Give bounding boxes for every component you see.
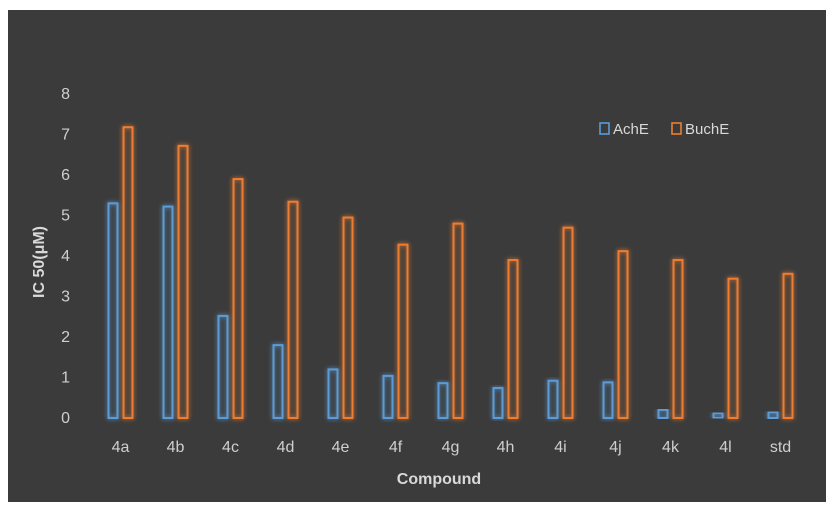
bar-ache-std <box>767 411 779 419</box>
bar-ache-4f <box>382 374 394 420</box>
bar-buche-4l <box>727 277 739 419</box>
y-tick-label: 6 <box>61 167 70 184</box>
bar-ache-4e <box>327 368 339 419</box>
x-axis-ticks: 4a 4b 4c 4d 4e 4f 4g 4h 4i 4j 4k 4l std <box>112 439 792 456</box>
bar-ache-4c <box>217 314 229 419</box>
x-tick-label: 4c <box>222 439 239 456</box>
bar-buche-4c <box>232 178 244 419</box>
legend-swatch-ache <box>599 122 610 135</box>
x-tick-label: 4l <box>719 439 731 456</box>
x-tick-label: 4j <box>609 439 621 456</box>
x-tick-label: 4h <box>497 439 515 456</box>
chart-area: 0 1 2 3 4 5 6 7 8 4a 4b 4c 4d 4e 4f 4g 4h 4i 4j 4k 4l std Ac… <box>8 10 826 502</box>
bar-ache-4g <box>437 382 449 420</box>
bar-ache-4h <box>492 387 504 419</box>
bar-buche-4i <box>562 226 574 419</box>
bar-ache-4d <box>272 344 284 420</box>
legend-label: BuchE <box>685 121 729 138</box>
y-tick-label: 5 <box>61 208 70 225</box>
bar-buche-4k <box>672 259 684 419</box>
bar-ache-4j <box>602 381 614 419</box>
bar-buche-4b <box>177 144 189 419</box>
y-tick-label: 1 <box>61 370 70 387</box>
x-axis-title: Compound <box>397 471 481 488</box>
y-axis-ticks: 0 1 2 3 4 5 6 7 8 <box>61 86 70 427</box>
bar-buche-4a <box>122 126 134 420</box>
bar-ache-4l <box>712 412 724 420</box>
x-tick-label: 4k <box>662 439 680 456</box>
x-tick-label: 4d <box>277 439 295 456</box>
y-tick-label: 0 <box>61 410 70 427</box>
bar-buche-std <box>782 272 794 419</box>
y-tick-label: 7 <box>61 127 70 144</box>
bar-buche-4h <box>507 259 519 419</box>
bar-buche-4g <box>452 222 464 419</box>
x-tick-label: 4b <box>167 439 185 456</box>
legend-swatch-buche <box>671 122 682 135</box>
bar-ache-4i <box>547 379 559 419</box>
x-tick-label: 4g <box>442 439 460 456</box>
x-tick-label: 4e <box>332 439 350 456</box>
x-tick-label: 4i <box>554 439 566 456</box>
y-tick-label: 4 <box>61 248 70 265</box>
legend: AchE BuchE <box>599 121 729 138</box>
legend-label: AchE <box>613 121 649 138</box>
x-tick-label: 4a <box>112 439 130 456</box>
bar-buche-4j <box>617 250 629 419</box>
bar-buche-4d <box>287 200 299 419</box>
bar-buche-4e <box>342 216 354 419</box>
bars <box>107 126 794 420</box>
x-tick-label: std <box>770 439 791 456</box>
y-tick-label: 2 <box>61 329 70 346</box>
x-tick-label: 4f <box>389 439 403 456</box>
bar-ache-4a <box>107 202 119 419</box>
bar-ache-4b <box>162 205 174 419</box>
y-tick-label: 3 <box>61 289 70 306</box>
y-axis-title: IC 50(μM) <box>31 226 48 298</box>
bar-ache-4k <box>657 408 669 419</box>
bar-buche-4f <box>397 243 409 419</box>
y-tick-label: 8 <box>61 86 70 103</box>
bar-chart: 0 1 2 3 4 5 6 7 8 4a 4b 4c 4d 4e 4f 4g 4h 4i 4j 4k 4l std Ac… <box>31 86 794 488</box>
